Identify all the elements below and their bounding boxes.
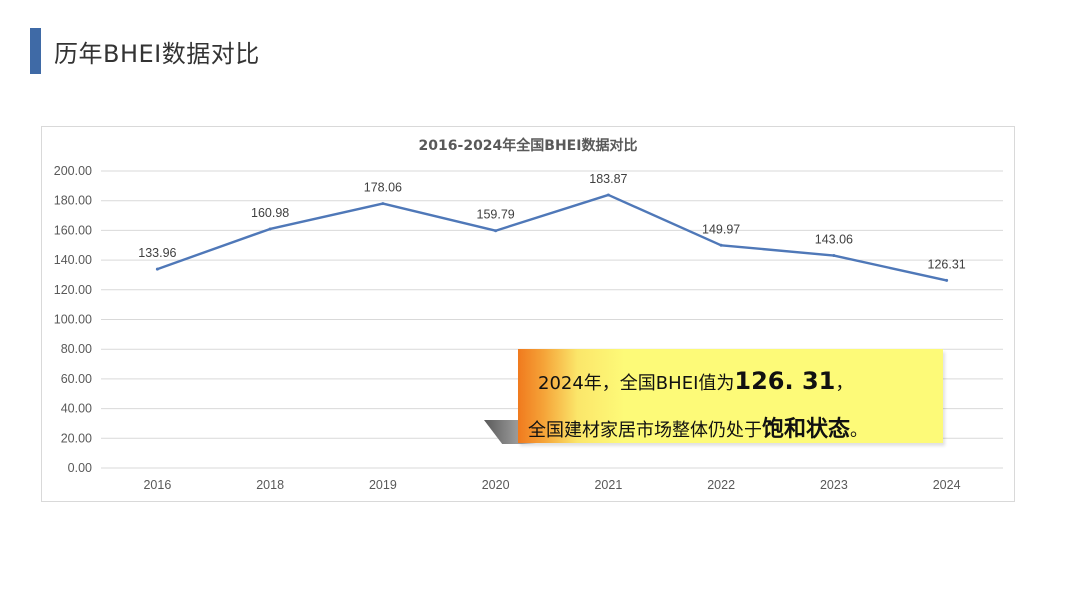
data-label: 159.79 xyxy=(477,208,515,222)
callout-line-2-suffix: 。 xyxy=(850,420,869,441)
x-tick-label: 2021 xyxy=(594,478,622,492)
callout-value: 126. 31 xyxy=(734,367,836,395)
line-chart: 2016-2024年全国BHEI数据对比 0.00 20.00 40.00 60.00 8… xyxy=(54,137,1003,492)
data-point xyxy=(381,202,385,206)
data-label: 160.98 xyxy=(251,206,289,220)
x-tick-label: 2019 xyxy=(369,478,397,492)
y-tick-label: 0.00 xyxy=(68,461,92,475)
data-label: 133.96 xyxy=(138,246,176,260)
series-line xyxy=(156,193,948,282)
y-tick-label: 20.00 xyxy=(61,431,92,445)
data-point xyxy=(268,227,272,231)
chart-title: 2016-2024年全国BHEI数据对比 xyxy=(419,137,638,154)
y-tick-label: 100.00 xyxy=(54,313,92,327)
x-tick-label: 2018 xyxy=(256,478,284,492)
callout-line-1: 2024年，全国BHEI值为126. 31， xyxy=(538,367,853,395)
chart-container: 2016-2024年全国BHEI数据对比 0.00 20.00 40.00 60.00 8… xyxy=(41,126,1015,502)
data-label: 126.31 xyxy=(928,257,966,271)
y-tick-label: 40.00 xyxy=(61,402,92,416)
y-tick-label: 140.00 xyxy=(54,253,92,267)
y-tick-label: 200.00 xyxy=(54,164,92,178)
data-point xyxy=(606,193,610,197)
data-point xyxy=(945,278,949,282)
y-tick-label: 120.00 xyxy=(54,283,92,297)
callout-line-2: 全国建材家居市场整体仍处于饱和状态。 xyxy=(528,411,868,443)
data-point xyxy=(719,243,723,247)
x-tick-label: 2024 xyxy=(933,478,961,492)
x-tick-label: 2020 xyxy=(482,478,510,492)
data-label: 183.87 xyxy=(589,172,627,186)
page-title: 历年BHEI数据对比 xyxy=(54,40,260,68)
y-tick-label: 180.00 xyxy=(54,194,92,208)
data-label: 143.06 xyxy=(815,233,853,247)
x-tick-label: 2022 xyxy=(707,478,735,492)
data-point xyxy=(155,267,159,271)
y-tick-label: 160.00 xyxy=(54,223,92,237)
data-label: 149.97 xyxy=(702,222,740,236)
data-point xyxy=(832,254,836,258)
callout-line-2-prefix: 全国建材家居市场整体仍处于 xyxy=(528,420,762,441)
callout-line-1-prefix: 2024年，全国BHEI值为 xyxy=(538,373,735,394)
y-tick-label: 60.00 xyxy=(61,372,92,386)
callout-box: 2024年，全国BHEI值为126. 31， 全国建材家居市场整体仍处于饱和状态… xyxy=(518,349,943,443)
title-accent-bar xyxy=(30,28,41,74)
x-tick-label: 2023 xyxy=(820,478,848,492)
data-point xyxy=(494,229,498,233)
x-tick-label: 2016 xyxy=(143,478,171,492)
callout-line-1-suffix: ， xyxy=(835,373,854,394)
y-tick-label: 80.00 xyxy=(61,342,92,356)
callout-emphasis: 饱和状态 xyxy=(762,417,851,442)
data-label: 178.06 xyxy=(364,181,402,195)
